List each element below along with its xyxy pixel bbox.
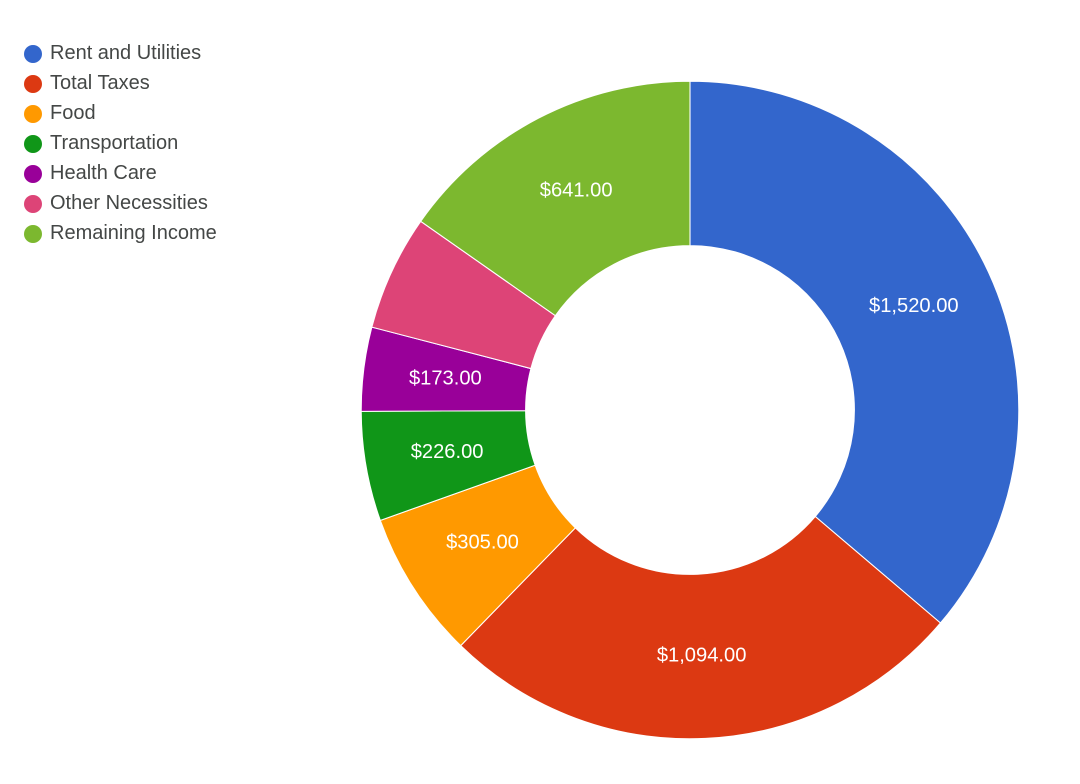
slice-value-label: $1,520.00: [869, 295, 959, 317]
donut-chart: $1,520.00 $1,094.00 $305.00 $226.00 $173.00 $…: [340, 60, 1040, 765]
legend-label: Health Care: [50, 162, 157, 185]
legend-item[interactable]: Food: [24, 102, 217, 125]
legend-label: Rent and Utilities: [50, 42, 201, 65]
legend-label: Transportation: [50, 132, 178, 155]
legend-label: Other Necessities: [50, 192, 208, 215]
legend-marker-icon: [24, 195, 42, 213]
slice-value-label: $305.00: [446, 532, 519, 554]
donut-slice[interactable]: [690, 81, 1019, 623]
slice-value-label: $173.00: [409, 367, 482, 389]
legend-marker-icon: [24, 45, 42, 63]
legend-item[interactable]: Other Necessities: [24, 192, 217, 215]
slice-value-label: $226.00: [411, 441, 484, 463]
legend-label: Total Taxes: [50, 72, 150, 95]
legend-marker-icon: [24, 75, 42, 93]
legend-item[interactable]: Total Taxes: [24, 72, 217, 95]
slice-value-label: $641.00: [540, 180, 613, 202]
legend-marker-icon: [24, 135, 42, 153]
legend-label: Food: [50, 102, 96, 125]
legend-item[interactable]: Rent and Utilities: [24, 42, 217, 65]
slice-value-label: $1,094.00: [657, 645, 747, 667]
legend-marker-icon: [24, 165, 42, 183]
legend-label: Remaining Income: [50, 222, 217, 245]
chart-legend: Rent and Utilities Total Taxes Food Transpo…: [24, 42, 217, 252]
legend-marker-icon: [24, 225, 42, 243]
legend-marker-icon: [24, 105, 42, 123]
legend-item[interactable]: Remaining Income: [24, 222, 217, 245]
legend-item[interactable]: Transportation: [24, 132, 217, 155]
legend-item[interactable]: Health Care: [24, 162, 217, 185]
